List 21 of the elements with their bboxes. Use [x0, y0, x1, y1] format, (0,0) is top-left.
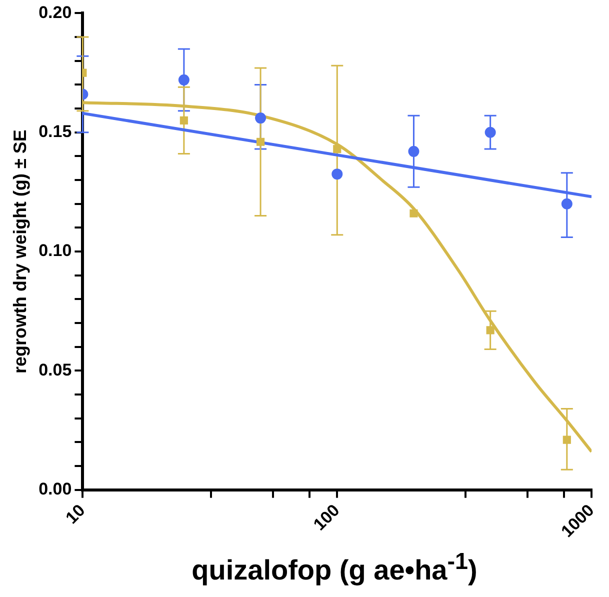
- y-tick-label: 0.10: [38, 241, 72, 260]
- y-tick-label: 0.00: [38, 480, 72, 499]
- point: [180, 116, 188, 124]
- y-tick-label: 0.15: [38, 122, 72, 142]
- y-axis-title: regrowth dry weight (g) ± SE: [10, 130, 30, 374]
- point: [333, 145, 342, 154]
- point: [255, 112, 266, 124]
- point: [408, 146, 420, 157]
- y-tick-label: 0.20: [38, 2, 72, 22]
- point: [256, 138, 265, 146]
- point: [178, 74, 190, 86]
- point: [332, 168, 343, 180]
- x-tick-label: 10: [62, 500, 89, 528]
- x-axis-title: quizalofop (g ae•ha$^{-1}$): [190, 548, 478, 586]
- x-tick-label: 100: [310, 500, 344, 534]
- point: [410, 209, 418, 218]
- point: [562, 436, 571, 444]
- point: [561, 198, 572, 210]
- y-tick-label: 0.05: [38, 360, 72, 380]
- point: [486, 326, 494, 334]
- point: [484, 126, 496, 138]
